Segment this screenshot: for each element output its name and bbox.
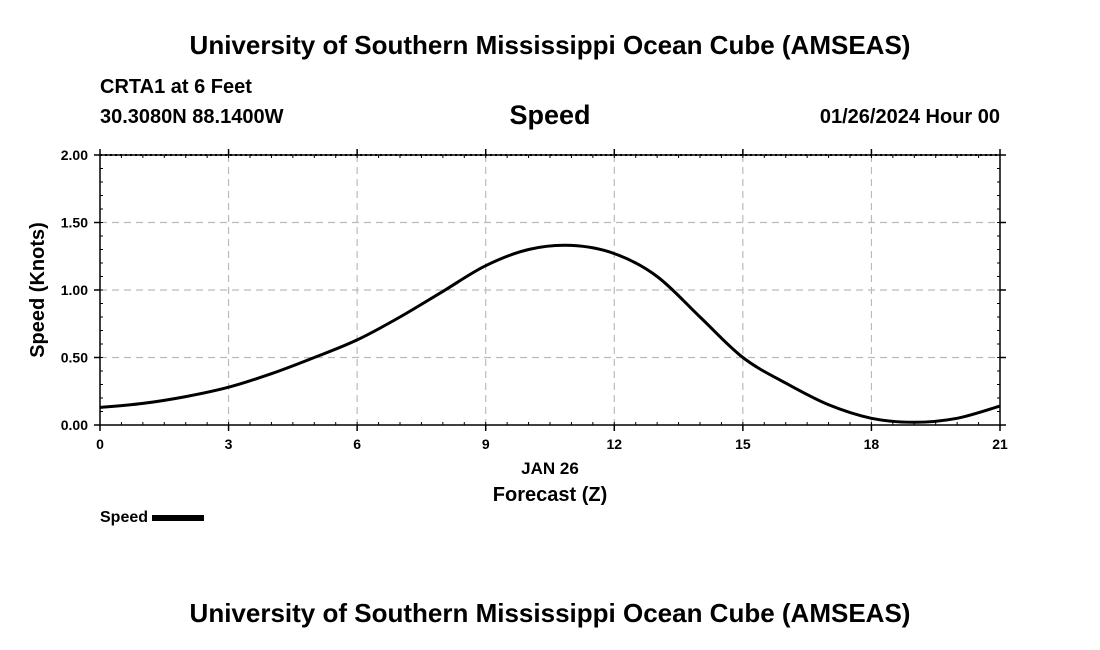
x-tick-label: 21 [992,436,1008,452]
tick-labels: 0 3 6 9 12 15 18 21 0.00 0.50 1.00 1.50 2.00 [61,147,1008,452]
speed-series-line [99,243,1001,424]
chart-title: Speed [509,100,591,130]
y-tick-label: 0.50 [61,350,88,366]
legend: Speed [100,509,205,527]
x-axis-date-label: JAN 26 [521,459,579,478]
station-label: CRTA1 at 6 Feet [100,76,252,98]
y-tick-label: 1.50 [61,215,88,231]
y-tick-label: 2.00 [61,147,88,163]
y-tick-label: 0.00 [61,417,88,433]
chart-header-title: University of Southern Mississippi Ocean… [189,30,911,60]
x-tick-label: 12 [606,436,622,452]
x-tick-label: 6 [353,436,361,452]
axis-ticks [94,149,1006,431]
datetime-label: 01/26/2024 Hour 00 [819,106,1000,128]
chart-footer-title: University of Southern Mississippi Ocean… [189,598,911,628]
y-tick-label: 1.00 [61,282,88,298]
x-tick-label: 3 [225,436,233,452]
x-tick-label: 18 [864,436,880,452]
legend-label: Speed [100,509,149,526]
y-axis-title: Speed (Knots) [27,222,49,358]
x-axis-title: Forecast (Z) [493,484,607,506]
x-tick-label: 9 [482,436,490,452]
x-tick-label: 0 [96,436,104,452]
coordinates-label: 30.3080N 88.1400W [100,106,284,128]
x-tick-label: 15 [735,436,751,452]
plot-frame [99,154,1001,426]
legend-swatch [152,515,205,521]
